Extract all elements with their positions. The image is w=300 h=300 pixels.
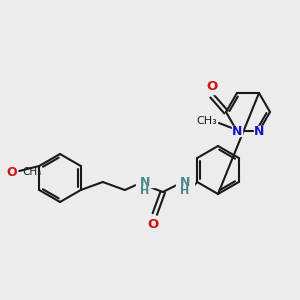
Text: N: N [232, 124, 242, 138]
Text: O: O [206, 80, 218, 92]
Text: O: O [147, 218, 158, 230]
Text: CH₃: CH₃ [196, 116, 217, 126]
Text: O: O [7, 166, 17, 178]
Bar [136, 175, 154, 187]
Bar [232, 126, 242, 136]
Bar [254, 126, 264, 136]
Text: CH₃: CH₃ [22, 167, 41, 177]
Bar [176, 175, 194, 187]
Text: N: N [140, 176, 150, 188]
Text: H: H [180, 186, 189, 196]
Text: N: N [254, 124, 264, 138]
Text: H: H [140, 186, 149, 196]
Bar [206, 82, 218, 94]
Text: N: N [180, 176, 190, 188]
